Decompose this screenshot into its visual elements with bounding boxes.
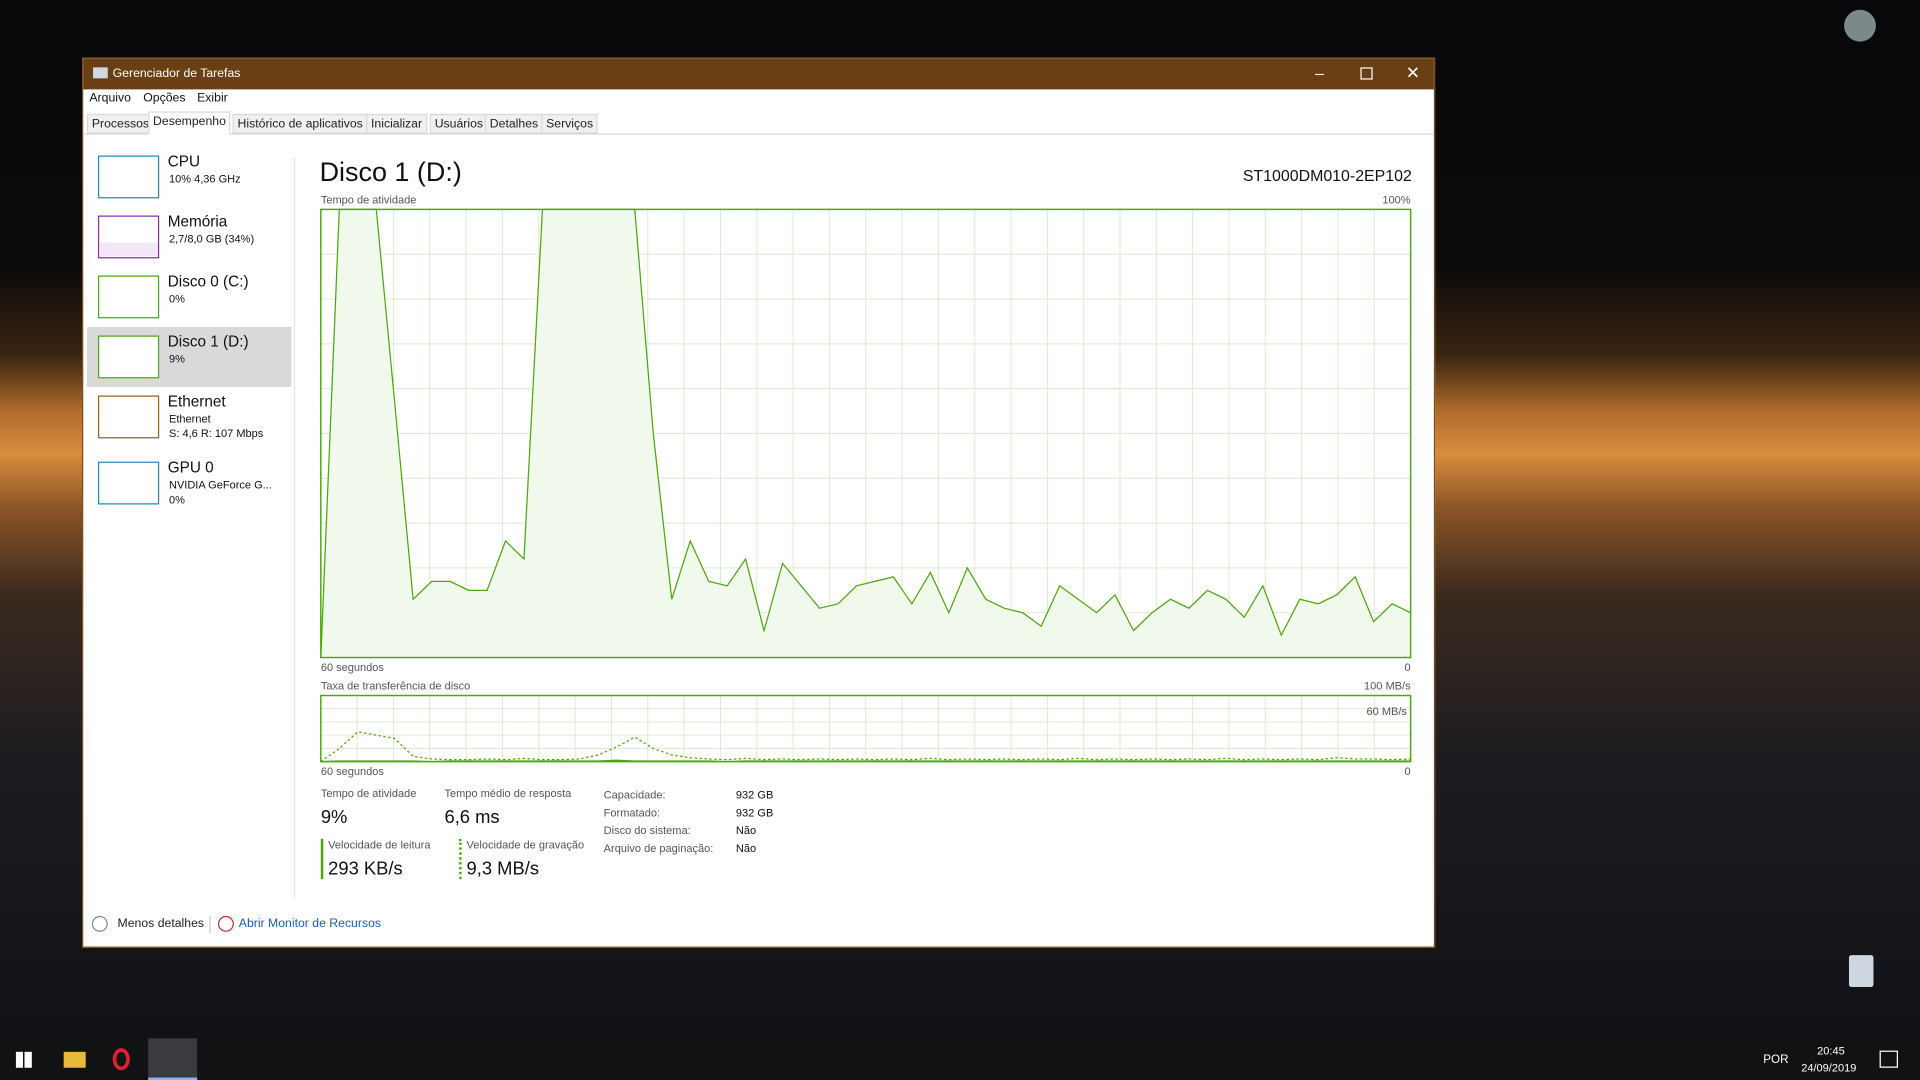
opera-icon[interactable] bbox=[112, 1048, 130, 1071]
app-icon bbox=[93, 67, 108, 79]
sidebar-detail: 10% 4,36 GHz bbox=[168, 172, 241, 185]
sidebar-name[interactable]: Memória bbox=[167, 213, 228, 231]
sidebar-detail: Ethernet bbox=[168, 412, 211, 425]
start-button[interactable] bbox=[15, 1051, 32, 1068]
area-fill bbox=[320, 209, 1411, 658]
chart-label: Tempo de atividade bbox=[320, 193, 417, 206]
minimize[interactable]: – bbox=[1315, 63, 1324, 83]
property-value: 932 GB bbox=[735, 788, 774, 801]
x-right-label: 0 bbox=[1404, 765, 1411, 778]
property-label: Disco do sistema: bbox=[603, 824, 691, 837]
recycle-bin[interactable] bbox=[1848, 955, 1874, 987]
desktop-icon[interactable] bbox=[1844, 9, 1876, 42]
maximize[interactable] bbox=[1360, 67, 1373, 80]
speed-value: 293 KB/s bbox=[328, 858, 403, 880]
tab[interactable]: Processos bbox=[86, 113, 154, 134]
window-title: Gerenciador de Tarefas bbox=[112, 67, 241, 81]
chart-label: Taxa de transferência de disco bbox=[320, 679, 471, 692]
activity-line bbox=[320, 208, 1411, 658]
speed-label: Velocidade de leitura bbox=[328, 838, 431, 852]
thumbnail bbox=[97, 275, 160, 319]
x-right-label: 0 bbox=[1404, 661, 1411, 674]
tab[interactable]: Serviços bbox=[541, 113, 598, 134]
tab[interactable]: Histórico de aplicativos bbox=[232, 113, 368, 134]
explorer-icon[interactable] bbox=[63, 1051, 86, 1068]
property-value: Não bbox=[735, 824, 757, 837]
sidebar-detail: 9% bbox=[168, 352, 185, 365]
inner-scale-label: 60 MB/s bbox=[1366, 705, 1407, 718]
close[interactable]: ✕ bbox=[1405, 62, 1421, 83]
sidebar-detail: 0% bbox=[168, 493, 185, 506]
sidebar-detail: NVIDIA GeForce G... bbox=[168, 478, 272, 492]
tab[interactable]: Desempenho bbox=[148, 111, 231, 135]
stat-value: 6,6 ms bbox=[444, 806, 500, 828]
sidebar-detail: 0% bbox=[168, 292, 185, 305]
fewer-details[interactable]: Menos detalhes bbox=[117, 917, 205, 931]
property-label: Formatado: bbox=[603, 806, 661, 819]
speed-label: Velocidade de gravação bbox=[466, 838, 585, 852]
menu-item[interactable]: Arquivo bbox=[89, 91, 131, 106]
speed-bar bbox=[459, 838, 462, 880]
panel-title: Disco 1 (D:) bbox=[319, 156, 462, 188]
clock-time[interactable]: 20:45 bbox=[1817, 1044, 1845, 1057]
notifications[interactable] bbox=[1879, 1050, 1898, 1068]
thumbnail bbox=[97, 335, 160, 379]
collapse-icon[interactable] bbox=[91, 915, 108, 932]
separator bbox=[209, 915, 211, 934]
x-left-label: 60 segundos bbox=[320, 661, 384, 674]
tab[interactable]: Usuários bbox=[429, 113, 488, 134]
tab[interactable]: Detalhes bbox=[484, 113, 544, 134]
clock-date[interactable]: 24/09/2019 bbox=[1801, 1061, 1857, 1074]
chart-max: 100% bbox=[1382, 193, 1411, 206]
divider bbox=[293, 156, 296, 898]
disk-model: ST1000DM010-2EP102 bbox=[1242, 166, 1412, 185]
property-value: Não bbox=[735, 842, 757, 855]
thumbnail bbox=[97, 395, 160, 439]
chart-border bbox=[320, 694, 1412, 763]
write-line bbox=[320, 731, 1411, 763]
chart bbox=[320, 208, 1412, 659]
language[interactable]: POR bbox=[1763, 1053, 1789, 1067]
sidebar-name[interactable]: CPU bbox=[167, 153, 201, 171]
sidebar-name[interactable]: Disco 0 (C:) bbox=[167, 273, 249, 291]
chart-max: 100 MB/s bbox=[1364, 679, 1411, 692]
property-label: Arquivo de paginação: bbox=[603, 842, 714, 855]
property-value: 932 GB bbox=[735, 806, 774, 819]
menu-item[interactable]: Exibir bbox=[197, 91, 228, 106]
speed-bar bbox=[320, 838, 324, 880]
x-left-label: 60 segundos bbox=[320, 765, 384, 778]
title-bar: Gerenciador de Tarefas – ✕ bbox=[83, 58, 1434, 90]
thumbnail bbox=[97, 155, 160, 199]
sidebar-name[interactable]: Ethernet bbox=[167, 393, 226, 411]
sidebar-name[interactable]: GPU 0 bbox=[167, 459, 214, 477]
sidebar-name[interactable]: Disco 1 (D:) bbox=[167, 333, 249, 351]
chart-border bbox=[320, 208, 1412, 659]
taskmgr-button[interactable] bbox=[148, 1038, 198, 1080]
stat-value: 9% bbox=[320, 806, 348, 828]
thumbnail-fill bbox=[99, 242, 158, 256]
tab[interactable]: Inicializar bbox=[366, 113, 427, 134]
sidebar-detail: 2,7/8,0 GB (34%) bbox=[168, 232, 255, 245]
stat-label: Tempo médio de resposta bbox=[444, 787, 572, 800]
menu-item[interactable]: Opções bbox=[143, 91, 186, 106]
property-label: Capacidade: bbox=[603, 788, 666, 801]
resource-monitor-link[interactable]: Abrir Monitor de Recursos bbox=[238, 917, 382, 931]
sidebar-detail: S: 4,6 R: 107 Mbps bbox=[168, 427, 264, 440]
thumbnail bbox=[97, 461, 160, 505]
monitor-icon bbox=[217, 915, 234, 932]
divider bbox=[83, 133, 1434, 135]
chart bbox=[320, 694, 1412, 763]
task-manager-window: Gerenciador de Tarefas – ✕ Disco 1 (D:) … bbox=[82, 57, 1436, 948]
taskbar: POR 20:45 24/09/2019 bbox=[0, 1038, 1920, 1080]
speed-value: 9,3 MB/s bbox=[466, 858, 540, 880]
stat-label: Tempo de atividade bbox=[320, 787, 417, 800]
